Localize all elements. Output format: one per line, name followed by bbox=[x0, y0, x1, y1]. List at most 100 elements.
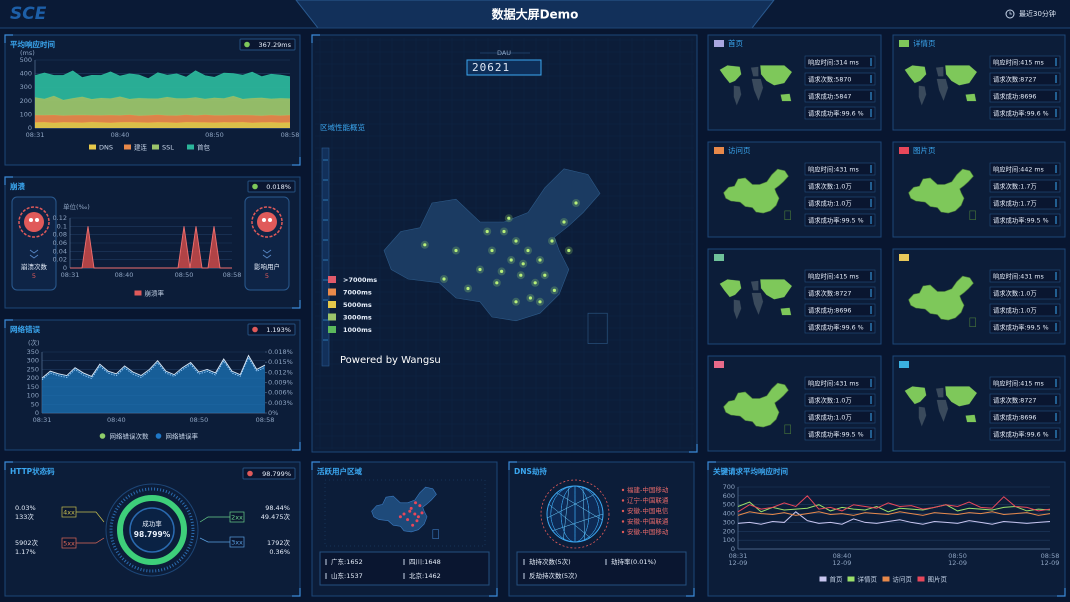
y-tick-label: 0.02 bbox=[53, 256, 67, 264]
page-stat: 请求成功:8696 bbox=[993, 413, 1036, 422]
x-tick-label: 08:40 bbox=[107, 416, 126, 424]
tick-ring bbox=[109, 487, 195, 573]
page-swatch bbox=[899, 361, 909, 368]
city-dot bbox=[514, 239, 518, 243]
badge-dot bbox=[247, 470, 253, 477]
panel-title: 崩溃 bbox=[10, 181, 25, 191]
slider-track bbox=[321, 147, 330, 367]
stat-box bbox=[804, 162, 876, 176]
legend-swatch bbox=[99, 433, 106, 439]
globe-halo bbox=[540, 479, 610, 549]
legend-label: 首页 bbox=[830, 575, 844, 584]
china-map bbox=[908, 275, 974, 321]
badge-value: 1.193% bbox=[266, 326, 291, 334]
x-tick-label: 08:50 bbox=[175, 271, 194, 279]
time-range[interactable]: 最近30分钟 bbox=[1019, 9, 1056, 18]
page-stat: 请求次数:1.7万 bbox=[993, 182, 1037, 191]
area-fill bbox=[35, 122, 290, 128]
world-map bbox=[750, 280, 759, 291]
globe-chord bbox=[556, 492, 603, 521]
y-tick-label: 700 bbox=[723, 483, 735, 491]
skull-eye bbox=[268, 218, 272, 222]
panel-corner bbox=[707, 461, 1066, 597]
map-grid bbox=[324, 479, 486, 547]
page-stat: 请求次数:8727 bbox=[808, 289, 851, 298]
y-tick-label: 0 bbox=[28, 124, 32, 132]
code-stat: 133次 bbox=[15, 512, 34, 521]
legend-label: SSL bbox=[162, 144, 174, 152]
legend-swatch bbox=[328, 301, 336, 308]
legend-swatch bbox=[89, 144, 96, 150]
legend-label: DNS bbox=[99, 144, 113, 152]
page-stat: 请求成功:5847 bbox=[808, 92, 851, 101]
page-swatch bbox=[899, 147, 909, 154]
line bbox=[737, 511, 1051, 516]
legend-swatch bbox=[328, 288, 336, 296]
page-stat: 请求次数:5870 bbox=[808, 75, 851, 84]
list-dot bbox=[621, 488, 625, 492]
region-title: 区域性能概览 bbox=[320, 122, 365, 132]
user-dot bbox=[411, 523, 415, 527]
panel-title: 网络错误 bbox=[10, 324, 40, 334]
x-tick-label: 08:31 bbox=[61, 271, 80, 279]
panel-corner bbox=[508, 461, 695, 597]
panel-title: 平均响应时间 bbox=[10, 39, 55, 49]
legend-swatch bbox=[155, 433, 162, 439]
connector bbox=[76, 537, 105, 544]
city-dot bbox=[543, 273, 547, 277]
stat-box bbox=[989, 393, 1061, 407]
clock-icon[interactable] bbox=[1005, 9, 1015, 19]
y-tick-label: 200 bbox=[27, 374, 39, 382]
page-stat: 请求成功率:99.5 % bbox=[993, 323, 1049, 332]
badge bbox=[239, 38, 296, 51]
x-tick-label: 08:31 bbox=[729, 552, 748, 560]
legend-swatch bbox=[819, 576, 827, 582]
city-dot bbox=[442, 277, 446, 281]
x-tick-label: 08:50 bbox=[190, 416, 209, 424]
stat-box bbox=[804, 393, 876, 407]
stat-box bbox=[804, 269, 876, 283]
page-title: 访问页 bbox=[728, 145, 751, 155]
panel-corner bbox=[4, 34, 301, 166]
stat-box bbox=[989, 196, 1061, 210]
user-dot bbox=[418, 504, 422, 508]
globe-chord bbox=[582, 487, 585, 541]
skull-eye bbox=[262, 218, 266, 222]
y-tick-label: 300 bbox=[27, 357, 39, 365]
x-tick-label: 08:31 bbox=[33, 416, 52, 424]
x-tick-label: 08:58 bbox=[281, 131, 300, 139]
user-dot bbox=[415, 519, 419, 523]
legend-label: 网络错误次数 bbox=[110, 432, 150, 441]
stat-box bbox=[804, 72, 876, 86]
badge-value: 367.29ms bbox=[259, 41, 292, 49]
y-tick-label: 0.12 bbox=[53, 214, 67, 222]
y-tick-label: 100 bbox=[723, 536, 735, 544]
panel bbox=[707, 461, 1066, 597]
user-dot bbox=[414, 501, 418, 505]
page-stat: 请求成功率:99.6 % bbox=[808, 323, 864, 332]
connector bbox=[76, 511, 105, 523]
region-stat: 山东:1537 bbox=[331, 571, 363, 580]
page-title: 数据大屏Demo bbox=[492, 7, 579, 22]
y2-tick-label: 0.006% bbox=[268, 389, 293, 397]
code-label: 2xx bbox=[231, 514, 243, 522]
user-dot bbox=[420, 511, 424, 515]
area-line bbox=[34, 70, 291, 80]
city-dot bbox=[500, 269, 504, 273]
city-dot bbox=[478, 267, 482, 272]
page-stat: 请求成功率:99.6 % bbox=[808, 109, 864, 118]
world-map bbox=[719, 279, 742, 298]
city-dot bbox=[533, 281, 537, 285]
city-dot bbox=[552, 288, 557, 292]
page-stat: 响应时间:415 ms bbox=[993, 58, 1044, 67]
y2-tick-label: 0% bbox=[268, 409, 278, 417]
y2-tick-label: 0.009% bbox=[268, 379, 293, 387]
legend-swatch bbox=[847, 576, 855, 582]
stat-box bbox=[804, 410, 876, 424]
code-stat: 1792次 bbox=[267, 538, 291, 547]
world-map bbox=[935, 387, 944, 398]
city-dot bbox=[423, 243, 427, 247]
success-ring bbox=[117, 495, 187, 565]
city-dot bbox=[490, 248, 494, 253]
user-dot bbox=[408, 509, 412, 513]
